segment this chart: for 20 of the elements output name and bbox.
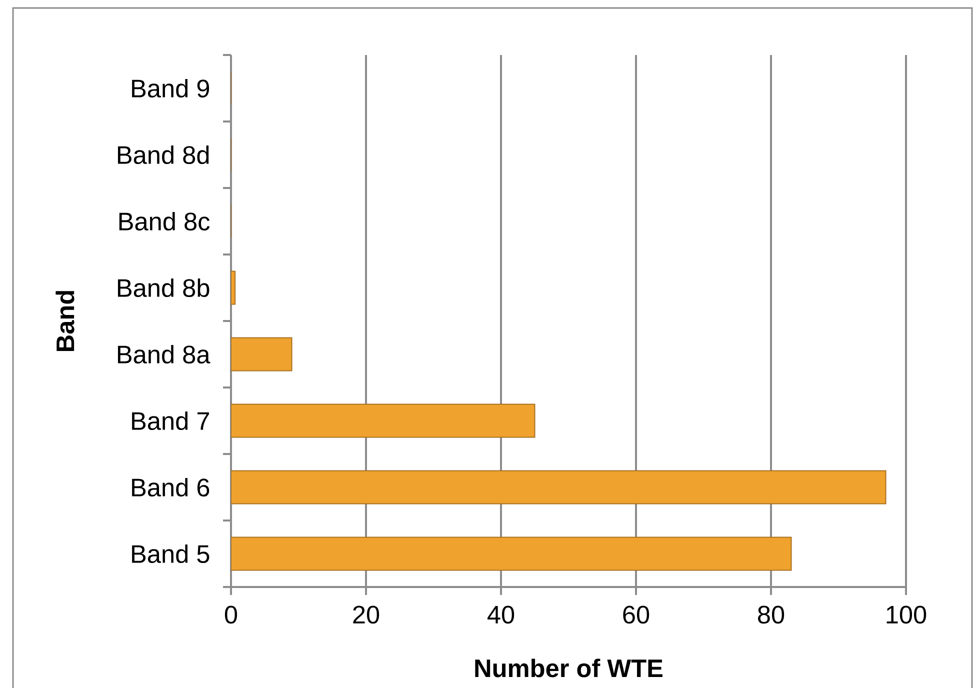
y-tick-label: Band 7 (132, 411, 209, 430)
y-tick-label: Band 9 (132, 78, 210, 98)
x-tick-label: 20 (353, 606, 380, 624)
bar (231, 470, 886, 504)
y-tick-label: Band 8b (118, 278, 210, 298)
x-tick-label: 0 (224, 606, 238, 624)
bar (231, 536, 792, 571)
x-tick-label: 80 (758, 606, 784, 624)
x-tick-label: 100 (886, 606, 926, 624)
y-tick-label: Band 6 (132, 478, 210, 497)
y-tick-label: Band 8c (119, 212, 210, 231)
x-tick-label: 40 (487, 606, 514, 624)
y-tick-label: Band 8d (118, 145, 209, 164)
y-tick-label: Band 8a (118, 344, 210, 364)
y-tick-label: Band 5 (132, 544, 210, 564)
x-axis-title: Number of WTE (475, 658, 662, 678)
bar (231, 404, 536, 438)
y-axis-title: Band (56, 291, 74, 351)
bar (231, 337, 292, 372)
x-tick-label: 60 (623, 606, 650, 624)
